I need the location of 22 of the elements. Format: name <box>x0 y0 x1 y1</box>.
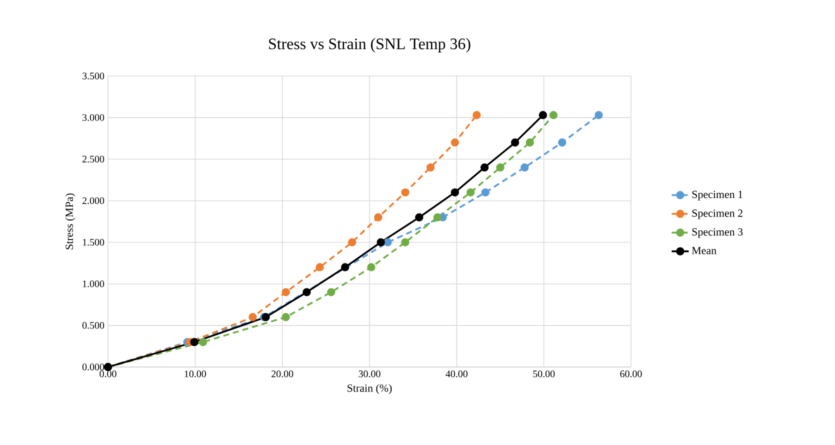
x-tick-label: 50.00 <box>533 370 555 378</box>
y-axis-title: Stress (MPa) <box>65 194 76 250</box>
y-tick-label: 1.000 <box>82 280 104 288</box>
legend-label: Specimen 3 <box>692 228 743 238</box>
x-axis-title: Strain (%) <box>348 384 392 394</box>
y-tick-label: 2.500 <box>82 156 104 163</box>
x-tick-label: 10.00 <box>184 370 206 378</box>
y-tick-label: 0.000 <box>82 364 104 370</box>
y-tick-label: 0.500 <box>82 322 104 329</box>
legend-label: Specimen 2 <box>692 210 742 220</box>
x-tick-label: 40.00 <box>446 370 468 378</box>
y-tick-label: 3.500 <box>82 72 104 80</box>
y-tick-label: 2.000 <box>82 197 104 204</box>
legend-label: Mean <box>692 246 716 254</box>
x-tick-label: 0.00 <box>100 370 116 378</box>
y-tick-label: 3.000 <box>82 114 104 121</box>
x-tick-label: 20.00 <box>272 370 294 378</box>
chart-title: Stress vs Strain (SNL Temp 36) <box>269 38 470 52</box>
x-tick-label: 60.00 <box>620 370 642 378</box>
legend-label: Specimen 1 <box>692 190 742 200</box>
x-tick-label: 30.00 <box>358 370 380 378</box>
y-tick-label: 1.500 <box>82 238 104 246</box>
